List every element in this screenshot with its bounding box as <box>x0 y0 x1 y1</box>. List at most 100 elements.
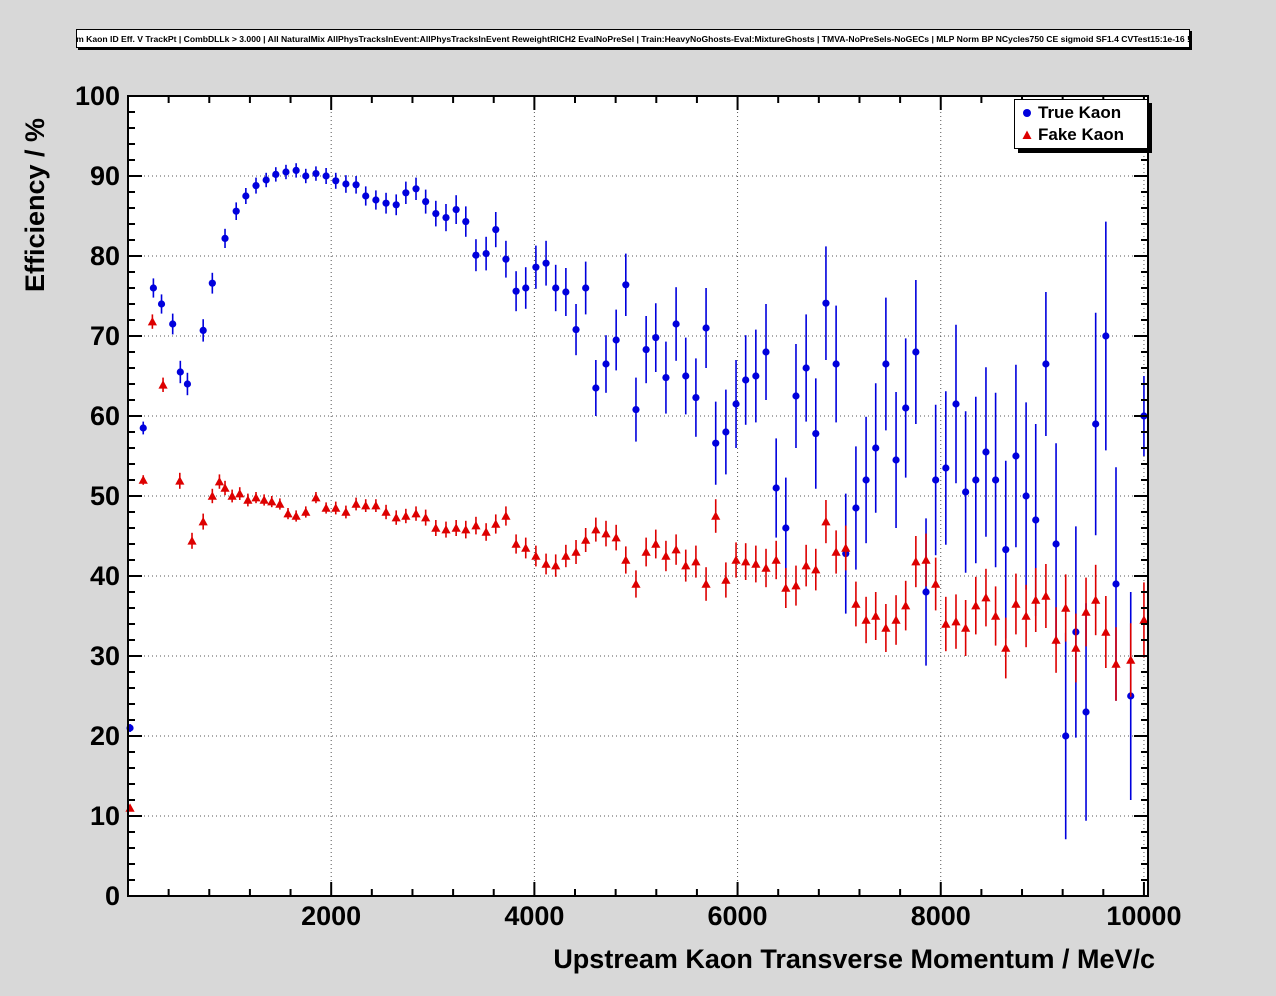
data-point-true-kaon <box>902 404 910 412</box>
data-point-true-kaon <box>672 320 680 328</box>
data-point-true-kaon <box>962 488 970 496</box>
true-kaon-marker-icon <box>1023 109 1031 117</box>
data-point-true-kaon <box>752 372 760 380</box>
y-tick-label: 40 <box>89 561 120 591</box>
data-point-fake-kaon <box>891 615 901 624</box>
data-point-true-kaon <box>682 372 690 380</box>
data-point-fake-kaon <box>461 525 471 534</box>
data-point-true-kaon <box>582 284 590 292</box>
data-point-fake-kaon <box>1071 643 1081 652</box>
data-point-true-kaon <box>742 376 750 384</box>
data-point-true-kaon <box>882 360 890 368</box>
data-point-true-kaon <box>692 394 700 402</box>
data-point-fake-kaon <box>981 593 991 602</box>
data-point-true-kaon <box>1042 360 1050 368</box>
data-point-fake-kaon <box>611 533 621 542</box>
data-point-fake-kaon <box>701 579 711 588</box>
data-point-fake-kaon <box>361 501 371 510</box>
data-point-true-kaon <box>802 364 810 372</box>
data-point-true-kaon <box>522 284 530 292</box>
data-point-fake-kaon <box>931 579 941 588</box>
data-point-true-kaon <box>1052 540 1060 548</box>
x-tick-label: 8000 <box>910 901 971 931</box>
data-point-true-kaon <box>572 326 580 334</box>
data-point-fake-kaon <box>321 503 331 512</box>
data-point-fake-kaon <box>275 499 285 508</box>
plot-background <box>128 96 1148 896</box>
legend: True Kaon Fake Kaon <box>1014 99 1148 149</box>
y-tick-label: 60 <box>89 401 120 431</box>
data-point-fake-kaon <box>651 539 661 548</box>
data-point-fake-kaon <box>831 547 841 556</box>
data-point-true-kaon <box>922 588 930 596</box>
data-point-fake-kaon <box>721 575 731 584</box>
data-point-true-kaon <box>592 384 600 392</box>
data-point-true-kaon <box>1002 546 1010 554</box>
data-point-fake-kaon <box>187 536 197 545</box>
data-point-fake-kaon <box>551 561 561 570</box>
data-point-fake-kaon <box>471 521 481 530</box>
data-point-true-kaon <box>402 189 410 197</box>
x-tick-label: 2000 <box>301 901 362 931</box>
data-point-fake-kaon <box>861 615 871 624</box>
data-point-fake-kaon <box>431 523 441 532</box>
data-point-true-kaon <box>312 170 320 178</box>
data-point-fake-kaon <box>811 565 821 574</box>
data-point-fake-kaon <box>521 543 531 552</box>
data-point-fake-kaon <box>214 477 225 486</box>
data-point-true-kaon <box>532 263 540 271</box>
data-point-true-kaon <box>722 428 730 436</box>
data-point-fake-kaon <box>621 555 631 564</box>
y-tick-label: 90 <box>89 161 120 191</box>
data-point-fake-kaon <box>531 551 541 560</box>
data-point-true-kaon <box>292 166 300 174</box>
data-point-true-kaon <box>732 400 740 408</box>
data-point-fake-kaon <box>207 491 217 500</box>
data-point-fake-kaon <box>491 519 501 528</box>
data-point-true-kaon <box>562 288 570 296</box>
data-point-true-kaon <box>1082 708 1090 716</box>
data-point-fake-kaon <box>1001 643 1011 652</box>
data-point-fake-kaon <box>1011 599 1021 608</box>
data-point-true-kaon <box>872 444 880 452</box>
data-point-fake-kaon <box>601 529 611 538</box>
data-point-fake-kaon <box>1081 607 1091 616</box>
data-point-true-kaon <box>622 281 630 289</box>
data-point-fake-kaon <box>147 317 157 326</box>
data-point-true-kaon <box>183 380 192 388</box>
data-point-fake-kaon <box>781 583 791 592</box>
data-point-fake-kaon <box>401 511 411 520</box>
data-point-fake-kaon <box>771 555 781 564</box>
data-point-fake-kaon <box>1031 595 1041 604</box>
data-point-true-kaon <box>372 196 380 204</box>
data-point-fake-kaon <box>481 527 491 536</box>
x-tick-label: 10000 <box>1106 901 1182 931</box>
data-point-true-kaon <box>992 476 1000 484</box>
data-point-true-kaon <box>952 400 960 408</box>
data-point-fake-kaon <box>198 517 208 526</box>
data-point-true-kaon <box>452 206 460 214</box>
data-point-true-kaon <box>442 214 450 222</box>
data-point-true-kaon <box>462 218 470 226</box>
data-point-true-kaon <box>332 177 340 185</box>
data-point-true-kaon <box>221 234 229 242</box>
legend-label-fake-kaon: Fake Kaon <box>1038 125 1124 144</box>
data-point-fake-kaon <box>971 601 981 610</box>
data-point-fake-kaon <box>371 501 381 510</box>
data-point-true-kaon <box>662 374 670 382</box>
data-point-true-kaon <box>932 476 940 484</box>
data-point-true-kaon <box>282 168 290 176</box>
data-point-true-kaon <box>852 504 860 512</box>
data-point-fake-kaon <box>1091 595 1101 604</box>
data-point-true-kaon <box>262 176 270 184</box>
data-point-fake-kaon <box>1139 615 1149 624</box>
data-point-true-kaon <box>1102 332 1110 340</box>
data-point-true-kaon <box>812 430 820 438</box>
data-point-true-kaon <box>942 464 950 472</box>
data-point-true-kaon <box>208 279 216 287</box>
data-point-true-kaon <box>199 326 207 334</box>
data-point-fake-kaon <box>1126 655 1136 664</box>
data-point-fake-kaon <box>251 493 261 502</box>
data-point-true-kaon <box>792 392 800 400</box>
